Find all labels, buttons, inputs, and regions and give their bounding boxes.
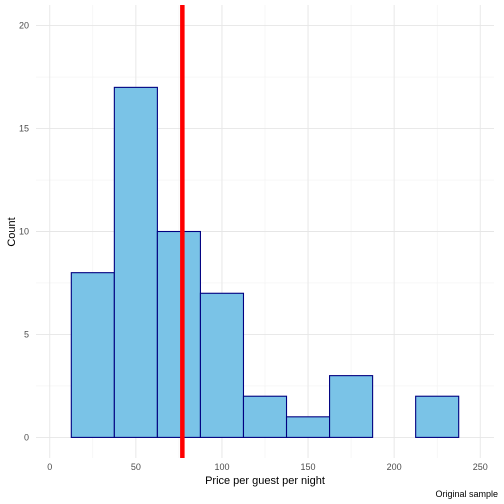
histogram-bar-1 bbox=[70, 272, 115, 438]
histogram-bar-9 bbox=[415, 395, 460, 438]
chart-caption: Original sample bbox=[435, 489, 498, 499]
x-tick-label: 250 bbox=[473, 462, 488, 472]
y-tick-label: 0 bbox=[24, 432, 29, 442]
histogram-bar-6 bbox=[285, 416, 331, 438]
x-tick-label: 50 bbox=[131, 462, 141, 472]
histogram-bar-5 bbox=[242, 395, 288, 438]
y-axis-title: Count bbox=[6, 217, 18, 246]
histogram-bar-7 bbox=[329, 375, 374, 438]
grid-major bbox=[36, 5, 494, 458]
x-tick-label: 200 bbox=[387, 462, 402, 472]
y-axis-ticks: 0 5 10 15 20 bbox=[19, 21, 29, 443]
x-axis-title: Price per guest per night bbox=[205, 475, 325, 487]
histogram-bars bbox=[70, 86, 460, 438]
x-tick-label: 150 bbox=[301, 462, 316, 472]
y-tick-label: 5 bbox=[24, 329, 29, 339]
histogram-bar-3 bbox=[156, 230, 201, 438]
histogram-bar-2 bbox=[113, 86, 158, 438]
y-tick-label: 20 bbox=[19, 21, 29, 31]
x-axis-ticks: 0 50 100 150 200 250 bbox=[47, 462, 487, 472]
y-tick-label: 15 bbox=[19, 124, 29, 134]
x-tick-label: 0 bbox=[47, 462, 52, 472]
y-tick-label: 10 bbox=[19, 227, 29, 237]
x-tick-label: 100 bbox=[214, 462, 229, 472]
histogram-bar-4 bbox=[199, 292, 245, 438]
